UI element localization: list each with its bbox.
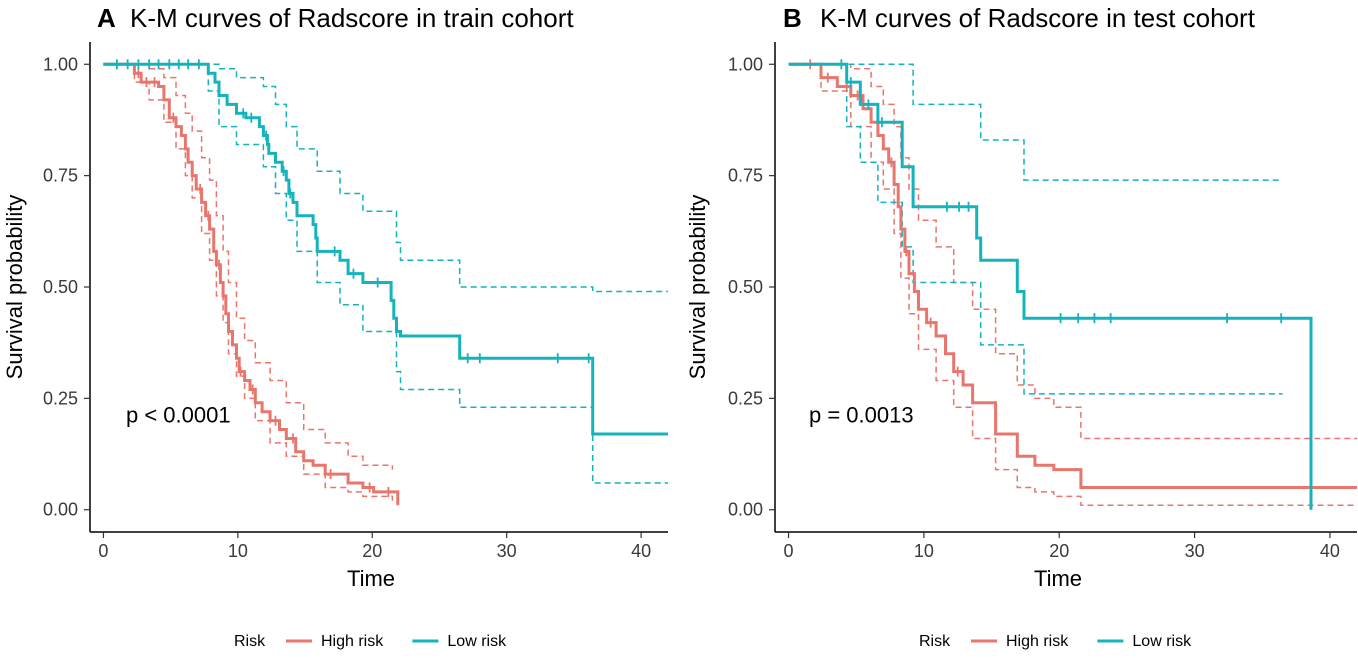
ci-lower-low-risk (103, 63, 668, 484)
y-axis-title: Survival probability (2, 195, 27, 380)
ci-lower-low-risk (788, 63, 1283, 395)
legend-title: Risk (919, 633, 951, 650)
x-tick-label: 0 (98, 541, 108, 561)
legend-label: High risk (1006, 633, 1069, 650)
y-axis-title: Survival probability (685, 195, 710, 380)
survival-curve-low-risk (103, 62, 668, 436)
km-chart-test: B K-M curves of Radscore in test cohort 0 1… (685, 3, 1357, 650)
km-panel-train: A K-M curves of Radscore in train cohort 0… (2, 3, 668, 650)
y-tick-label: 0.75 (43, 166, 78, 186)
survival-curve-low-risk (788, 62, 1313, 510)
legend-label: Low risk (1132, 633, 1192, 650)
y-tick-label: 0.00 (728, 500, 763, 520)
y-tick-label: 1.00 (728, 54, 763, 74)
chart-title: K-M curves of Radscore in test cohort (820, 3, 1256, 33)
x-tick-label: 20 (362, 541, 382, 561)
x-tick-label: 10 (228, 541, 248, 561)
y-tick-label: 1.00 (43, 54, 78, 74)
y-tick-label: 0.00 (43, 500, 78, 520)
x-tick-label: 20 (1049, 541, 1069, 561)
survival-curve-high-risk (103, 62, 400, 506)
y-tick-label: 0.50 (43, 277, 78, 297)
x-tick-label: 40 (1320, 541, 1340, 561)
survival-curve-high-risk (788, 62, 1357, 489)
x-tick-label: 0 (784, 541, 794, 561)
x-axis-title: Time (347, 566, 395, 591)
legend-label: High risk (321, 633, 384, 650)
chart-title: K-M curves of Radscore in train cohort (130, 3, 574, 33)
p-value-annotation: p < 0.0001 (126, 403, 231, 428)
p-value-annotation: p = 0.0013 (809, 403, 914, 428)
y-tick-label: 0.50 (728, 277, 763, 297)
legend-title: Risk (234, 633, 266, 650)
y-tick-label: 0.25 (728, 388, 763, 408)
panel-letter: A (97, 3, 116, 33)
legend-label: Low risk (447, 633, 507, 650)
ci-upper-low-risk (788, 63, 1283, 181)
ci-lower-high-risk (788, 63, 1357, 507)
x-tick-label: 30 (1185, 541, 1205, 561)
panel-letter: B (783, 3, 802, 33)
y-tick-label: 0.25 (43, 388, 78, 408)
x-tick-label: 10 (914, 541, 934, 561)
ci-upper-high-risk (103, 63, 394, 470)
ci-upper-high-risk (788, 63, 1357, 440)
km-panel-test: B K-M curves of Radscore in test cohort 0 1… (679, 0, 1358, 658)
y-tick-label: 0.75 (728, 166, 763, 186)
ci-lower-high-risk (103, 63, 394, 501)
x-axis-title: Time (1034, 566, 1082, 591)
km-chart-train: A K-M curves of Radscore in train cohort 0… (2, 3, 668, 650)
x-tick-label: 40 (631, 541, 651, 561)
ci-upper-low-risk (103, 63, 668, 293)
x-tick-label: 30 (497, 541, 517, 561)
